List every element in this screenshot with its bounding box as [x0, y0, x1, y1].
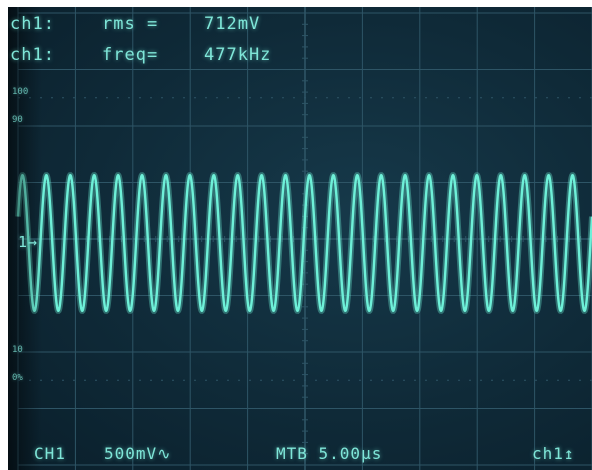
scale-label-90: 90	[12, 115, 23, 125]
ground-marker-label: 1	[18, 233, 29, 251]
ground-marker: 1→	[18, 233, 39, 251]
trace-line	[16, 173, 592, 313]
readout-freq-label: freq=	[102, 45, 159, 65]
graticule	[17, 7, 592, 470]
sine-trace	[15, 172, 592, 314]
oscilloscope-screen: ch1: rms = 712mV ch1: freq= 477kHz 100 9…	[8, 7, 592, 470]
scale-label-100: 100	[12, 87, 29, 97]
scale-label-10: 10	[12, 345, 23, 355]
status-trigger: ch1↥	[532, 444, 575, 463]
readout-ch1-rms-channel: ch1:	[10, 14, 55, 34]
scale-label-0: 0%	[12, 373, 23, 383]
status-volts-div: 500mV∿	[104, 444, 172, 463]
readout-rms-label: rms =	[102, 14, 159, 34]
readout-ch1-freq-channel: ch1:	[10, 45, 55, 65]
status-channel: CH1	[34, 444, 66, 463]
status-timebase: MTB 5.00μs	[276, 444, 383, 463]
readout-freq-value: 477kHz	[204, 45, 272, 65]
readout-rms-value: 712mV	[204, 14, 261, 34]
